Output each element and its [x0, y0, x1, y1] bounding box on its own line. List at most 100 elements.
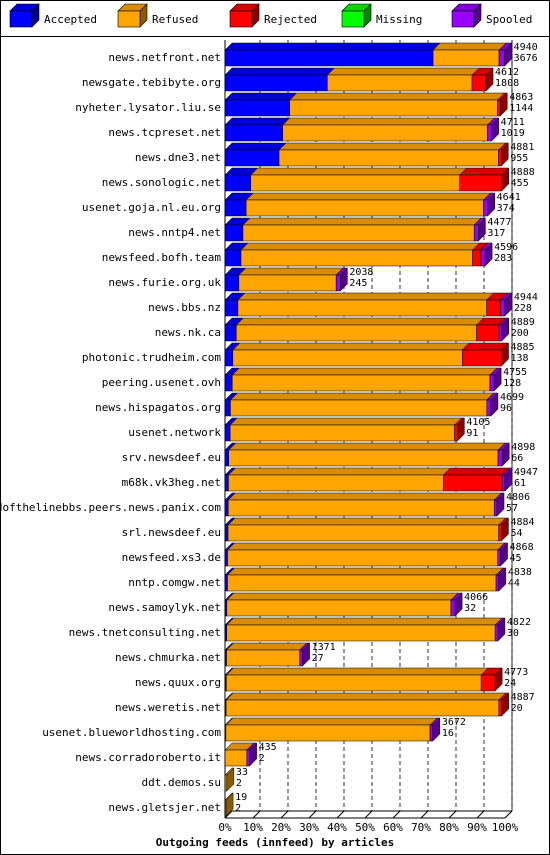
bar: [498, 149, 502, 167]
bar-top: [232, 342, 470, 351]
y-tick-label: news.samoylyk.net: [108, 601, 221, 614]
y-tick-label: usenet.network: [128, 426, 221, 439]
bar-side: [501, 517, 509, 542]
total-label: 4066: [464, 592, 488, 603]
tick-mark: [448, 810, 457, 819]
y-tick-label: news.dne3.net: [135, 151, 221, 164]
total-label: 435: [259, 742, 277, 753]
bar: [224, 624, 227, 642]
x-tick-label: 0%: [218, 821, 232, 834]
chart-title: Outgoing feeds (innfeed) by articles: [156, 836, 394, 849]
bar-top: [326, 67, 480, 76]
tick-mark: [252, 810, 261, 819]
total-label: 4822: [507, 617, 531, 628]
bar: [227, 549, 498, 567]
x-tick-label: 50%: [355, 821, 375, 834]
bar: [246, 749, 250, 767]
bar: [236, 324, 477, 342]
y-tick-label: news.tcpreset.net: [108, 126, 221, 139]
x-tick-label: 100%: [492, 821, 519, 834]
total-label: 4868: [510, 542, 534, 553]
tick-mark: [392, 810, 401, 819]
accepted-label: 30: [507, 628, 519, 639]
y-tick-label: srl.newsdeef.eu: [122, 526, 221, 539]
bar-side: [501, 442, 510, 467]
bar: [237, 299, 487, 317]
bar: [289, 99, 498, 117]
bar-side: [225, 792, 234, 817]
bar-top: [224, 67, 335, 76]
total-label: 4477: [487, 217, 511, 228]
tick-mark: [224, 810, 233, 819]
bar: [224, 749, 248, 767]
bar: [224, 199, 247, 217]
bar-top: [227, 492, 502, 501]
bar: [459, 174, 502, 192]
bar: [432, 49, 500, 67]
bar-top: [250, 167, 468, 176]
bar: [224, 599, 228, 617]
x-tick-label: 70%: [411, 821, 431, 834]
accepted-label: 1144: [509, 103, 533, 114]
bar-top: [224, 117, 291, 126]
tick-mark: [504, 810, 513, 819]
y-tick-label: news.corradoroberto.it: [75, 751, 221, 764]
accepted-label: 1808: [495, 78, 519, 89]
total-label: 4806: [506, 492, 530, 503]
accepted-label: 32: [464, 603, 476, 614]
bar-side: [501, 342, 509, 367]
bar: [227, 574, 497, 592]
accepted-label: 27: [312, 653, 324, 664]
bar: [429, 724, 434, 742]
bar: [240, 249, 473, 267]
bar: [473, 224, 479, 242]
bar-side: [340, 267, 348, 292]
bar-side: [497, 617, 506, 642]
accepted-label: 57: [506, 503, 518, 514]
accepted-label: 20: [511, 703, 523, 714]
y-tick-label: usenet.goja.nl.eu.org: [82, 201, 221, 214]
bar: [497, 549, 501, 567]
bar: [225, 724, 431, 742]
accepted-label: 455: [511, 178, 529, 189]
y-tick-label: endofthelinebbs.peers.news.panix.com: [0, 501, 221, 514]
bar: [497, 449, 503, 467]
bar-top: [225, 667, 489, 676]
bar: [224, 399, 231, 417]
bar: [224, 149, 280, 167]
bar-side: [490, 392, 499, 417]
tick-mark: [336, 810, 345, 819]
bar: [224, 324, 237, 342]
bar: [224, 499, 229, 517]
bar: [498, 699, 502, 717]
bar: [500, 299, 506, 317]
accepted-label: 3676: [514, 53, 538, 64]
total-label: 4944: [514, 292, 538, 303]
bar-side: [501, 692, 509, 717]
y-tick-label: news.quux.org: [135, 676, 221, 689]
bar-side: [504, 467, 513, 492]
total-label: 3672: [442, 717, 466, 728]
accepted-label: 283: [494, 253, 512, 264]
bar: [238, 274, 337, 292]
total-label: 4641: [497, 192, 521, 203]
bar-side: [487, 192, 495, 217]
bar: [299, 649, 303, 667]
bar-top: [226, 542, 506, 551]
total-label: 4863: [509, 92, 533, 103]
legend-label: Refused: [152, 13, 198, 26]
bar-side: [504, 42, 512, 67]
bar: [226, 624, 496, 642]
bar: [278, 149, 499, 167]
legend-label: Spooled: [486, 13, 532, 26]
bar: [224, 549, 228, 567]
bar-top: [227, 467, 452, 476]
bar-top: [226, 592, 459, 601]
total-label: 4711: [501, 117, 525, 128]
bar: [224, 774, 228, 792]
y-tick-label: nyheter.lysator.liu.se: [75, 101, 221, 114]
accepted-label: 96: [500, 403, 512, 414]
bar: [242, 224, 475, 242]
bar-top: [238, 267, 344, 276]
